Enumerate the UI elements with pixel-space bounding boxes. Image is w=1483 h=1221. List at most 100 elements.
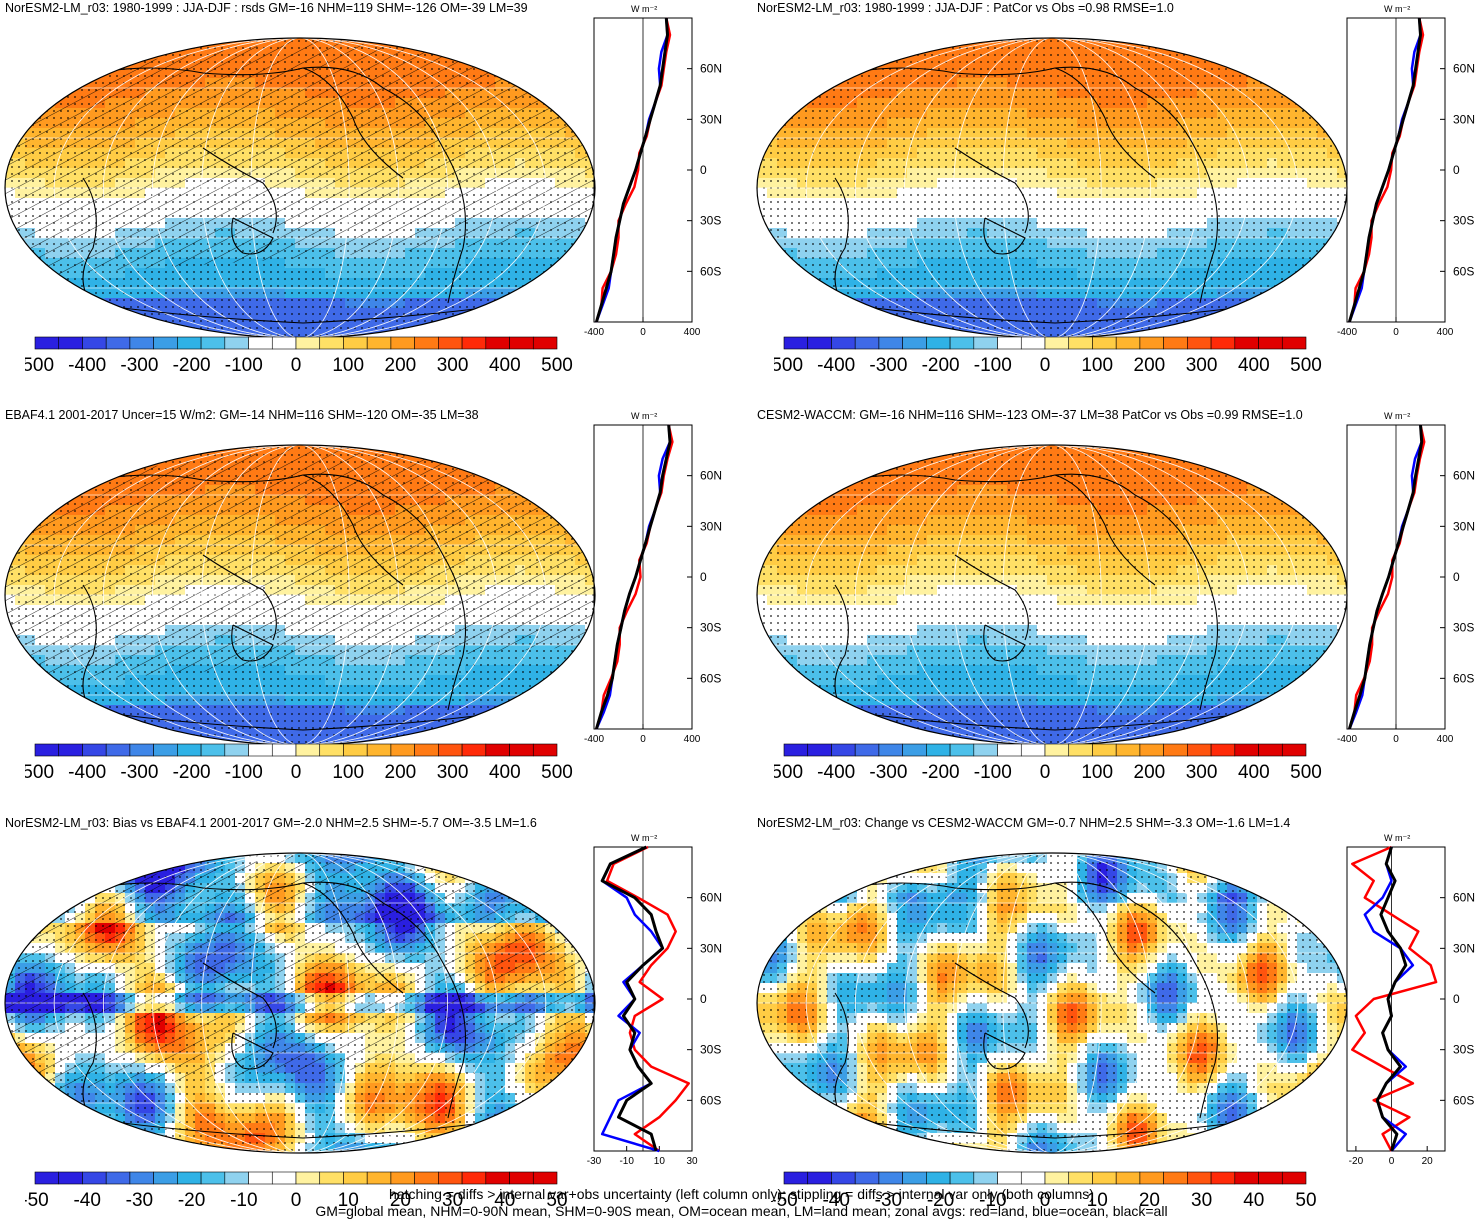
footer-line-1: hatching = diffs > internal var+obs unce…	[389, 1186, 1094, 1202]
colorbar: -500 -400 -300 -200 -100 0 100 200 300 400 500	[774, 336, 1322, 376]
lat-tick-label: 60N	[700, 891, 722, 905]
colorbar-tick-label: -200	[922, 355, 960, 376]
colorbar-box	[319, 336, 344, 350]
colorbar-tick-label: 200	[385, 762, 417, 783]
lat-tick-label: 30N	[700, 112, 722, 126]
colorbar-box	[1258, 743, 1283, 757]
colorbar-box	[366, 336, 392, 350]
lat-tick-label: 30N	[700, 519, 722, 533]
zonal-series-ocean	[600, 845, 664, 1153]
colorbar-tick-label: 400	[489, 762, 521, 783]
colorbar-box	[105, 336, 131, 350]
colorbar-tick-label: 0	[1040, 762, 1051, 783]
colorbar-box	[200, 743, 226, 757]
colorbar-box	[1258, 336, 1283, 350]
colorbar-box	[532, 743, 558, 757]
colorbar-tick-label: 200	[385, 355, 417, 376]
colorbar-tick-label: -300	[120, 355, 158, 376]
colorbar-box	[1210, 1171, 1236, 1185]
x-tick-label: -10	[619, 1156, 634, 1167]
colorbar-box	[153, 743, 178, 757]
x-tick-label: 10	[654, 1156, 666, 1167]
colorbar-box	[295, 336, 321, 350]
colorbar-box	[1092, 743, 1117, 757]
colorbar-box	[390, 336, 415, 350]
units-label: W m⁻²	[1384, 411, 1410, 421]
colorbar-box	[129, 743, 154, 757]
colorbar-tick-label: -20	[927, 1190, 954, 1211]
colorbar-tick-label: -500	[774, 355, 803, 376]
colorbar-tick-label: -10	[979, 1190, 1006, 1211]
lat-tick-label: 60S	[700, 671, 721, 685]
colorbar-tick-label: -200	[173, 762, 211, 783]
colorbar-box	[1020, 1171, 1046, 1185]
lat-tick-label: 30N	[1453, 941, 1475, 955]
colorbar-tick-label: 400	[1238, 355, 1270, 376]
x-tick-label: 0	[1389, 1156, 1395, 1167]
zonal-mean-plot: W m⁻² 60N 30N 0 30S 60S -400 0 400	[1337, 4, 1475, 338]
colorbar-tick-label: -400	[817, 762, 855, 783]
colorbar-tick-label: 100	[332, 762, 364, 783]
zonal-mean-plot: W m⁻² 60N 30N 0 30S 60S -400 0 400	[584, 411, 722, 745]
lat-tick-label: 60N	[700, 62, 722, 76]
x-tick-label: -400	[584, 327, 604, 338]
colorbar-box	[343, 743, 368, 757]
units-label: W m⁻²	[1384, 4, 1410, 14]
colorbar-box	[58, 336, 83, 350]
colorbar-box	[973, 1171, 998, 1185]
colorbar-tick-label: 200	[1134, 762, 1166, 783]
colorbar-box	[902, 336, 927, 350]
map-robinson	[4, 852, 596, 1154]
colorbar-box	[82, 743, 107, 757]
colorbar-box	[1115, 1171, 1141, 1185]
footer-line-2: GM=global mean, NHM=0-90N mean, SHM=0-90…	[315, 1203, 1168, 1219]
lat-tick-label: 60N	[700, 469, 722, 483]
colorbar-tick-label: -300	[869, 762, 907, 783]
colorbar-box	[1068, 336, 1093, 350]
colorbar-tick-label: -30	[126, 1190, 153, 1211]
panel-bottom-right: NorESM2-LM_r03: Change vs CESM2-WACCM GM…	[745, 813, 1483, 1213]
colorbar-box	[1187, 336, 1212, 350]
lat-tick-label: 30N	[1453, 112, 1475, 126]
panel-title: NorESM2-LM_r03: Change vs CESM2-WACCM GM…	[757, 816, 1291, 830]
colorbar-box	[1163, 1171, 1188, 1185]
colorbar-box	[949, 336, 975, 350]
colorbar-tick-label: -400	[68, 355, 106, 376]
colorbar-box	[1139, 1171, 1164, 1185]
colorbar-box	[783, 336, 809, 350]
colorbar-box	[153, 336, 178, 350]
colorbar-box	[461, 743, 487, 757]
colorbar-tick-label: 40	[1243, 1190, 1264, 1211]
colorbar-box	[34, 1171, 60, 1185]
zonal-series-ocean	[1348, 17, 1422, 323]
colorbar-tick-label: -40	[822, 1190, 849, 1211]
colorbar-box	[509, 336, 534, 350]
colorbar-box	[224, 1171, 249, 1185]
lat-tick-label: 60S	[1453, 1093, 1474, 1107]
lat-tick-label: 30S	[1453, 1043, 1474, 1057]
panel-title: NorESM2-LM_r03: Bias vs EBAF4.1 2001-201…	[5, 816, 537, 830]
colorbar-tick-label: 20	[390, 1190, 411, 1211]
lat-tick-label: 0	[700, 163, 707, 177]
colorbar-tick-label: -300	[869, 355, 907, 376]
units-label: W m⁻²	[631, 833, 657, 843]
lat-tick-label: 30S	[700, 621, 721, 635]
colorbar-tick-label: -400	[68, 762, 106, 783]
colorbar-box	[271, 1171, 297, 1185]
zonal-series-all	[594, 17, 669, 323]
colorbar-box	[485, 743, 510, 757]
colorbar-box	[1258, 1171, 1283, 1185]
colorbar-box	[1092, 336, 1117, 350]
colorbar-tick-label: 400	[489, 355, 521, 376]
colorbar-tick-label: 10	[338, 1190, 359, 1211]
zonal-mean-plot: W m⁻² 60N 30N 0 30S 60S -30 -10 10 30	[587, 833, 722, 1167]
colorbar-box	[1068, 743, 1093, 757]
colorbar-tick-label: 300	[437, 762, 469, 783]
units-label: W m⁻²	[1384, 833, 1410, 843]
colorbar-box	[224, 336, 249, 350]
colorbar-box	[997, 336, 1022, 350]
zonal-series-all	[1347, 424, 1424, 730]
colorbar-box	[34, 336, 60, 350]
colorbar-box	[1281, 743, 1307, 757]
colorbar-box	[783, 1171, 809, 1185]
